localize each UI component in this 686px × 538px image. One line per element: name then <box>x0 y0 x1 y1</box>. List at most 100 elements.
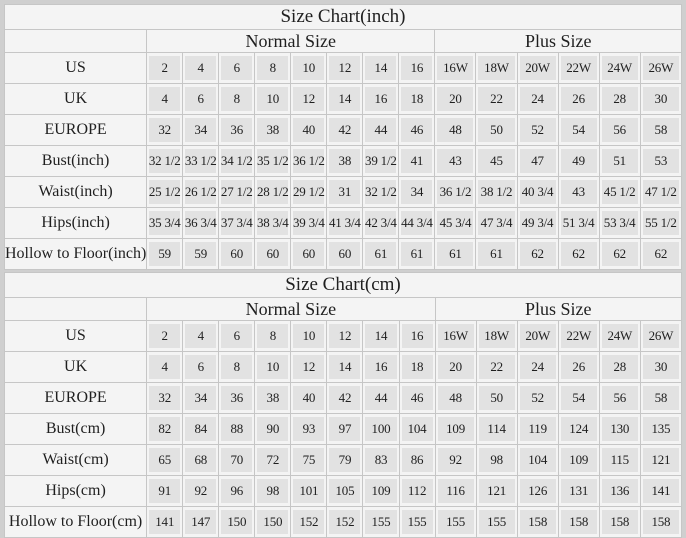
size-value: 48 <box>437 386 474 410</box>
row-label: Hollow to Floor(cm) <box>3 506 148 538</box>
size-cell: 105 <box>326 475 364 507</box>
size-cell: 37 3/4 <box>218 207 256 239</box>
size-cell: 24 <box>516 351 559 383</box>
size-cell: 40 3/4 <box>516 176 559 208</box>
size-value: 6 <box>221 56 253 80</box>
size-value: 136 <box>601 479 638 503</box>
size-value: 8 <box>257 56 289 80</box>
size-cell: 24W <box>598 320 641 352</box>
size-value: 158 <box>601 510 638 534</box>
size-cell: 58 <box>639 382 683 414</box>
size-value: 10 <box>293 56 325 80</box>
size-cell: 54 <box>557 382 600 414</box>
size-value: 34 <box>185 386 217 410</box>
size-value: 18 <box>401 355 433 379</box>
size-value: 58 <box>642 386 679 410</box>
size-value: 18 <box>401 87 433 111</box>
size-value: 28 <box>601 355 638 379</box>
size-value: 12 <box>329 324 361 348</box>
size-value: 8 <box>221 87 253 111</box>
size-cell: 32 1/2 <box>146 145 184 177</box>
size-value: 55 1/2 <box>642 211 679 235</box>
table-row: EUROPE 32 34 36 38 40 42 44 46 48 50 52 54 56 58 <box>3 114 683 146</box>
size-value: 36 <box>221 386 253 410</box>
size-cell: 26W <box>639 52 683 84</box>
size-value: 34 <box>401 180 433 204</box>
size-cell: 38 <box>254 382 292 414</box>
size-cell: 27 1/2 <box>218 176 256 208</box>
size-cell: 155 <box>362 506 400 538</box>
size-cell: 20W <box>516 52 559 84</box>
size-cell: 32 1/2 <box>362 176 400 208</box>
size-value: 65 <box>149 448 181 472</box>
size-value: 36 <box>221 118 253 142</box>
size-cell: 8 <box>218 351 256 383</box>
size-cell: 48 <box>434 382 477 414</box>
size-cell: 62 <box>516 238 559 270</box>
title-row: Size Chart(cm) <box>4 272 682 298</box>
size-cell: 61 <box>475 238 518 270</box>
size-value: 121 <box>642 448 679 472</box>
size-value: 56 <box>601 118 638 142</box>
size-cell: 114 <box>475 413 518 445</box>
size-chart-inch: Size Chart(inch) Normal Size Plus Size US 2 4… <box>3 4 683 270</box>
size-cell: 56 <box>598 114 641 146</box>
size-value: 22W <box>560 56 597 80</box>
size-cell: 79 <box>326 444 364 476</box>
table-row: Waist(inch) 25 1/2 26 1/2 27 1/2 28 1/2 29 1/… <box>3 176 683 208</box>
plus-size-header: Plus Size <box>434 29 682 53</box>
size-cell: 119 <box>516 413 559 445</box>
size-cell: 155 <box>475 506 518 538</box>
size-cell: 10 <box>290 52 328 84</box>
size-value: 112 <box>401 479 433 503</box>
size-cell: 62 <box>557 238 600 270</box>
size-value: 119 <box>519 417 556 441</box>
size-value: 92 <box>437 448 474 472</box>
size-value: 104 <box>519 448 556 472</box>
size-value: 98 <box>478 448 515 472</box>
size-value: 20W <box>519 324 556 348</box>
size-value: 24W <box>601 324 638 348</box>
size-value: 41 <box>401 149 433 173</box>
size-cell: 75 <box>290 444 328 476</box>
table-title: Size Chart(inch) <box>4 4 682 30</box>
size-value: 2 <box>149 324 181 348</box>
size-value: 53 <box>642 149 679 173</box>
size-cell: 16 <box>362 351 400 383</box>
size-cell: 124 <box>557 413 600 445</box>
size-cell: 150 <box>254 506 292 538</box>
size-value: 44 3/4 <box>401 211 433 235</box>
size-value: 6 <box>185 87 217 111</box>
size-value: 48 <box>437 118 474 142</box>
size-cell: 44 <box>362 114 400 146</box>
size-value: 2 <box>149 56 181 80</box>
size-cell: 40 <box>290 382 328 414</box>
size-value: 12 <box>293 355 325 379</box>
size-cell: 12 <box>290 351 328 383</box>
size-cell: 30 <box>639 351 683 383</box>
size-cell: 92 <box>182 475 220 507</box>
size-value: 58 <box>642 118 679 142</box>
size-cell: 22 <box>475 83 518 115</box>
group-header-row: Normal Size Plus Size <box>3 29 682 53</box>
size-cell: 26 <box>557 351 600 383</box>
size-cell: 100 <box>362 413 400 445</box>
size-cell: 36 <box>218 382 256 414</box>
size-value: 39 1/2 <box>365 149 397 173</box>
size-value: 101 <box>293 479 325 503</box>
size-cell: 4 <box>182 52 220 84</box>
size-value: 141 <box>642 479 679 503</box>
size-cell: 61 <box>398 238 436 270</box>
size-value: 28 <box>601 87 638 111</box>
size-value: 40 <box>293 118 325 142</box>
size-cell: 47 1/2 <box>639 176 683 208</box>
size-value: 38 <box>257 118 289 142</box>
size-value: 124 <box>560 417 597 441</box>
size-cell: 40 <box>290 114 328 146</box>
size-cell: 68 <box>182 444 220 476</box>
size-cell: 16W <box>434 320 477 352</box>
size-cell: 49 3/4 <box>516 207 559 239</box>
row-label: Waist(cm) <box>3 444 148 476</box>
size-value: 24 <box>519 355 556 379</box>
